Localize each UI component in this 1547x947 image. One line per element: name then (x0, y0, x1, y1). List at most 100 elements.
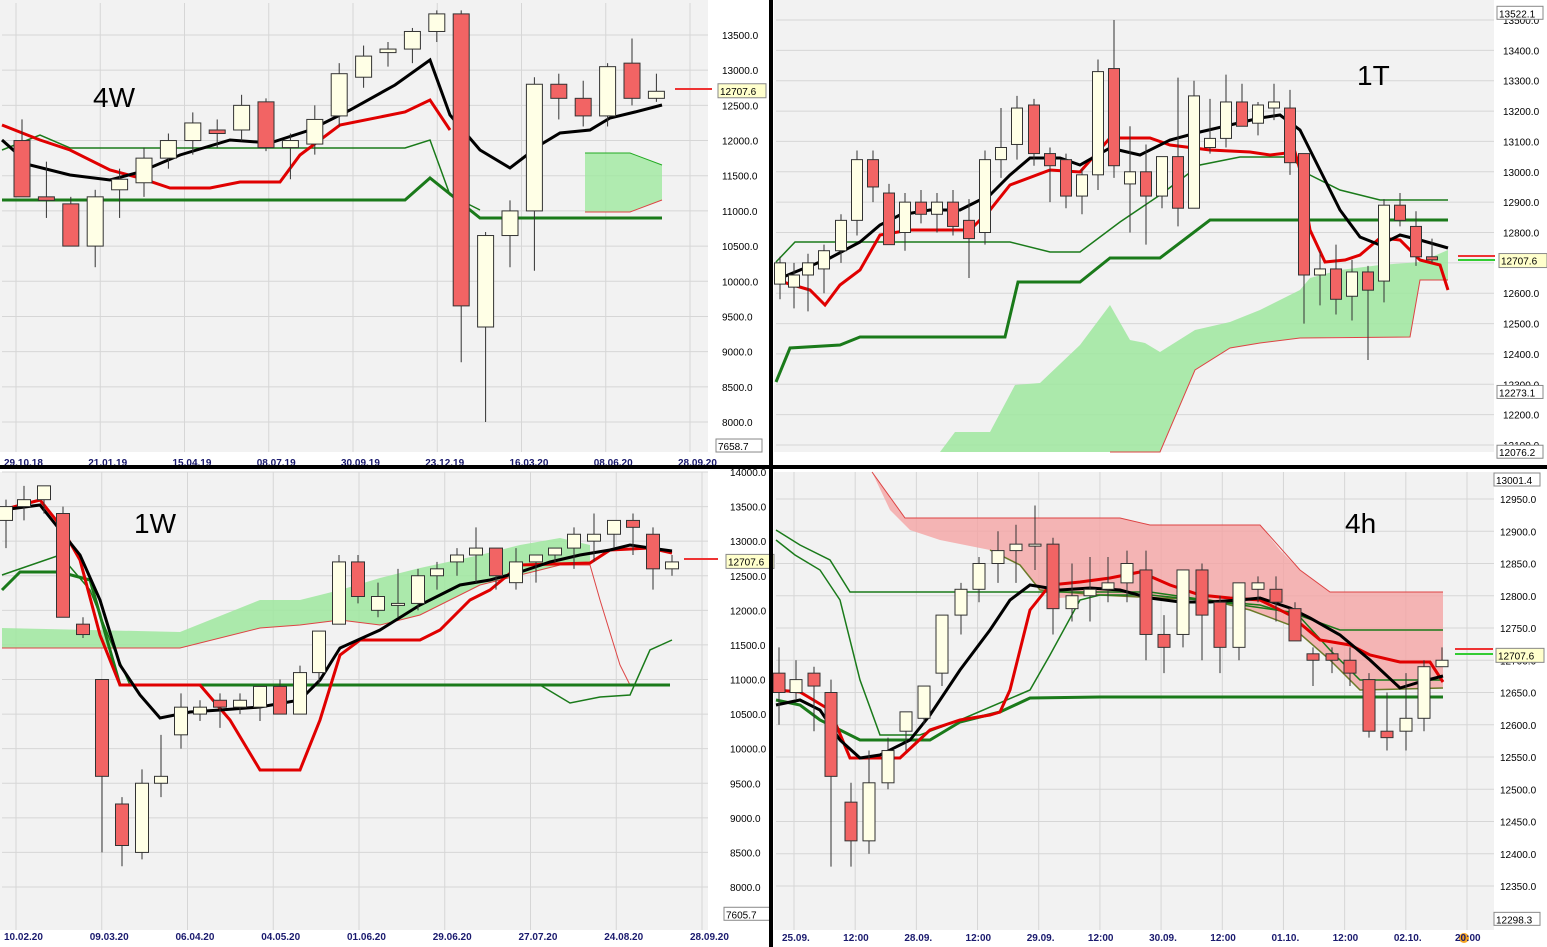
x-tick-label: 29.09. (1027, 933, 1055, 944)
candle (954, 582, 968, 635)
y-tick-label: 10500.0 (722, 242, 759, 253)
candle (1156, 156, 1168, 209)
candle (452, 10, 470, 363)
candle (1176, 569, 1190, 648)
y-tick-label: 13100.0 (1503, 137, 1540, 148)
candle (13, 119, 31, 198)
candle (1394, 193, 1406, 227)
ichimoku-cloud-4w (585, 153, 662, 212)
x-tick-label: 15.04.19 (173, 458, 212, 469)
candle (1204, 98, 1216, 154)
price-tag: 12707.6 (725, 553, 775, 569)
candle (1410, 211, 1422, 266)
axis-low-tag: 12076.2 (1496, 444, 1544, 459)
candle (1101, 557, 1115, 603)
axis-low-tag: 7658.7 (715, 438, 763, 453)
candle (233, 693, 247, 715)
y-tick-label: 10500.0 (730, 710, 767, 721)
x-tick-label: 30.09. (1149, 933, 1177, 944)
candle (1314, 250, 1326, 306)
candle (430, 561, 444, 590)
ichimoku-cloud-1t (940, 250, 1448, 452)
candle (208, 119, 226, 148)
candle (37, 161, 55, 218)
x-tick-label: 01.10. (1271, 933, 1299, 944)
ichimoku-cloud-1w (2, 538, 590, 648)
divider-horizontal (0, 465, 1547, 469)
candle (963, 199, 975, 279)
candle (883, 183, 895, 246)
candle (253, 685, 267, 721)
candle (947, 190, 959, 236)
y-tick-label: 12400.0 (1503, 350, 1540, 361)
candle (587, 513, 601, 562)
candle (1108, 20, 1120, 178)
panel-4w (1, 10, 712, 422)
candle (111, 168, 129, 218)
candle (1399, 673, 1413, 751)
candle (62, 196, 80, 247)
svg-text:12273.1: 12273.1 (1499, 388, 1536, 399)
y-tick-label: 12800.0 (1503, 229, 1540, 240)
tenkan-line-1t (775, 136, 1450, 308)
svg-text:7658.7: 7658.7 (718, 442, 749, 453)
y-tick-label: 12500.0 (722, 101, 759, 112)
y-tick-label: 8000.0 (730, 883, 761, 894)
y-tick-label: 12400.0 (1500, 850, 1537, 861)
candle (1124, 126, 1136, 233)
y-tick-label: 12350.0 (1500, 882, 1537, 893)
x-tick-label: 12:00 (843, 933, 869, 944)
candle (881, 737, 895, 790)
candle (37, 485, 51, 514)
y-tick-label: 13000.0 (722, 66, 759, 77)
y-tick-label: 12800.0 (1500, 592, 1537, 603)
candle (1426, 238, 1438, 263)
y-tick-label: 12500.0 (730, 572, 767, 583)
candle (1380, 692, 1394, 751)
cloud-edge-4h-red (871, 471, 1443, 593)
candle (330, 63, 348, 127)
candle (1306, 647, 1320, 687)
session-dot-icon (1459, 933, 1469, 943)
x-tick-label: 30.09.19 (341, 458, 380, 469)
candle (1120, 550, 1134, 603)
svg-text:13522.1: 13522.1 (1499, 9, 1536, 20)
candle (626, 513, 640, 555)
x-tick-label: 29.10.18 (4, 458, 43, 469)
candle (1298, 153, 1310, 324)
candle (281, 133, 299, 180)
svg-text:12076.2: 12076.2 (1499, 448, 1536, 459)
candle (1060, 153, 1072, 209)
y-tick-label: 10000.0 (722, 277, 759, 288)
cloud-edge-4w-green (585, 152, 663, 166)
candle (788, 262, 800, 309)
senkou-line-4w (1, 134, 481, 211)
x-tick-label: 12:00 (1333, 933, 1359, 944)
candle (257, 98, 275, 152)
svg-text:7605.7: 7605.7 (726, 910, 757, 921)
candle (772, 647, 786, 725)
x-tick-label: 06.04.20 (176, 932, 215, 943)
candle (1343, 647, 1357, 687)
candle (1417, 660, 1431, 732)
y-tick-label: 9000.0 (730, 814, 761, 825)
candle (774, 256, 786, 300)
candle (1195, 563, 1209, 661)
candle (501, 200, 519, 268)
x-tick-label: 12:00 (1210, 933, 1236, 944)
tenkan-line-4w (1, 98, 452, 190)
candle (567, 527, 581, 569)
candle (931, 193, 943, 233)
candle (135, 147, 153, 197)
y-tick-label: 12500.0 (1500, 785, 1537, 796)
price-tag: 12707.6 (1498, 253, 1547, 269)
kijun-line-1t (774, 218, 1448, 383)
x-tick-label: 12:00 (966, 933, 992, 944)
y-tick-label: 9500.0 (730, 779, 761, 790)
candle (574, 80, 592, 127)
y-tick-label: 12000.0 (722, 137, 759, 148)
x-tick-label: 02.10. (1394, 933, 1422, 944)
panel-title-1t: 1T (1357, 60, 1390, 91)
candle (1362, 673, 1376, 738)
axis-high-tag: 13001.4 (1493, 472, 1541, 487)
